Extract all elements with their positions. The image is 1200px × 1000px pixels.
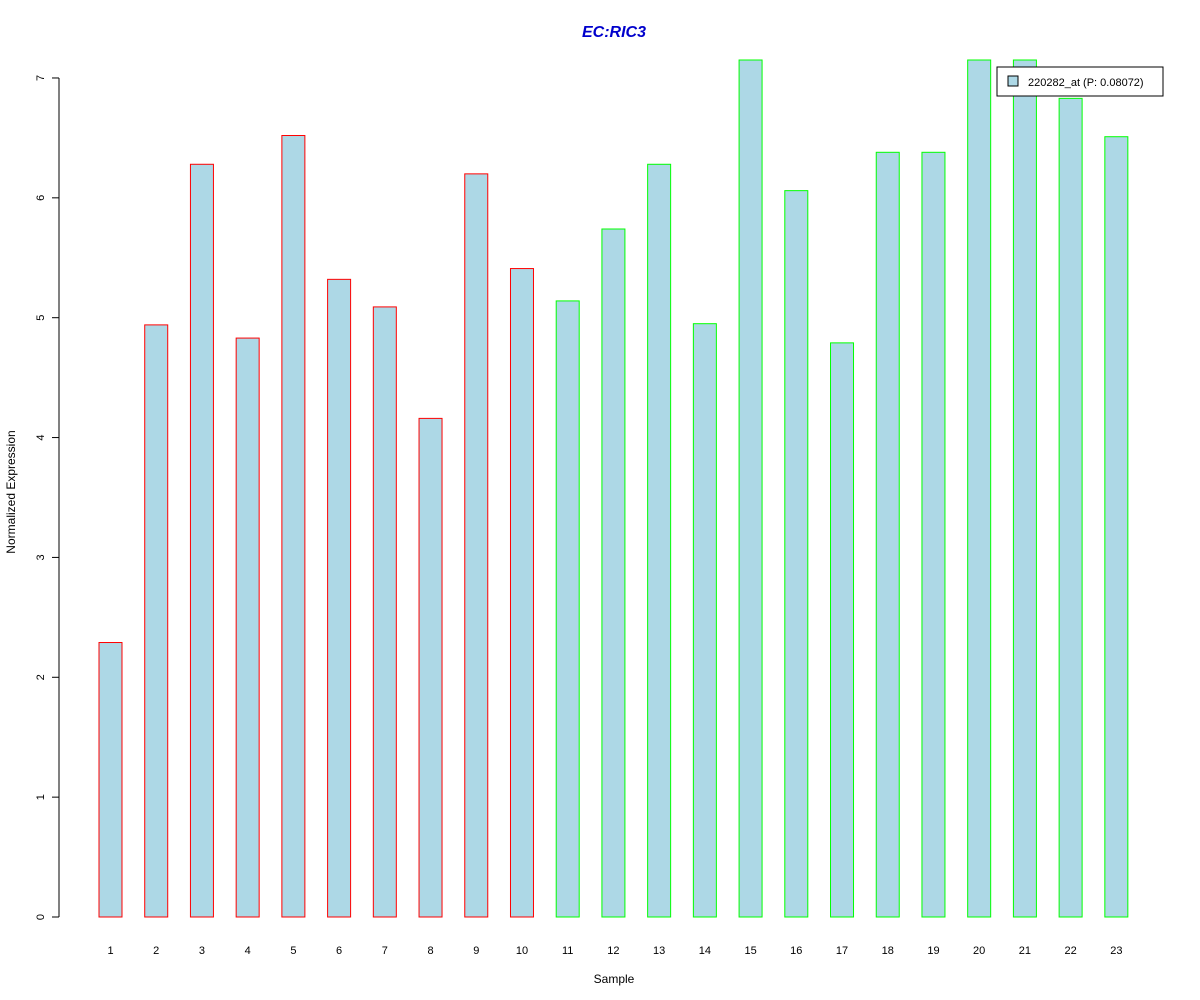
y-axis-title: Normalized Expression	[4, 430, 18, 553]
bar	[784, 190, 809, 918]
x-tick-label: 13	[653, 945, 665, 957]
bars	[98, 59, 1129, 918]
x-tick-label: 12	[607, 945, 619, 957]
bar	[464, 173, 489, 918]
bar	[830, 342, 855, 918]
legend-swatch	[1007, 75, 1019, 87]
bar	[327, 278, 352, 918]
x-tick-label: 10	[516, 945, 528, 957]
bar	[647, 163, 672, 918]
bar	[555, 300, 580, 918]
legend-entry: 220282_at (P: 0.08072)	[1028, 77, 1144, 89]
bar	[1058, 97, 1083, 918]
x-tick-labels: 1 2 3 4 5 6 7 8 9 10 11 12 13 14 15 16 17 18 19 20 21 22 23	[107, 945, 1122, 957]
bar	[509, 268, 534, 918]
y-axis: 0 1 2 3 4 5 6 7	[35, 75, 60, 920]
x-tick-label: 1	[107, 945, 113, 957]
y-tick-label: 5	[35, 315, 47, 321]
bar	[1104, 136, 1129, 918]
x-tick-label: 9	[473, 945, 479, 957]
x-tick-label: 7	[382, 945, 388, 957]
x-tick-label: 16	[790, 945, 802, 957]
bar	[189, 163, 214, 918]
bar	[738, 59, 763, 918]
bar	[281, 135, 306, 918]
legend: 220282_at (P: 0.08072)	[996, 66, 1164, 97]
x-tick-label: 2	[153, 945, 159, 957]
bar	[692, 323, 717, 918]
y-tick-label: 2	[35, 674, 47, 680]
bar	[98, 642, 123, 918]
x-tick-label: 22	[1064, 945, 1076, 957]
x-tick-label: 19	[927, 945, 939, 957]
x-tick-label: 18	[882, 945, 894, 957]
chart-title: EC:RIC3	[582, 24, 646, 41]
x-tick-label: 23	[1110, 945, 1122, 957]
x-tick-label: 21	[1019, 945, 1031, 957]
bar	[1012, 59, 1037, 918]
y-tick-label: 4	[35, 434, 47, 440]
bar	[601, 228, 626, 918]
x-tick-label: 17	[836, 945, 848, 957]
y-tick-label: 6	[35, 195, 47, 201]
bar	[235, 337, 260, 918]
y-tick-label: 7	[35, 75, 47, 81]
x-tick-label: 14	[699, 945, 711, 957]
x-tick-label: 20	[973, 945, 985, 957]
x-tick-label: 11	[562, 945, 573, 957]
y-tick-label: 1	[35, 794, 47, 800]
x-tick-label: 5	[290, 945, 296, 957]
x-tick-label: 3	[199, 945, 205, 957]
legend-box	[996, 66, 1164, 97]
bar	[144, 324, 169, 918]
bar	[372, 306, 397, 918]
bar	[921, 151, 946, 918]
bar	[418, 417, 443, 918]
x-axis-title: Sample	[594, 972, 635, 986]
x-tick-label: 8	[427, 945, 433, 957]
x-tick-label: 6	[336, 945, 342, 957]
bar	[875, 151, 900, 918]
y-tick-label: 0	[35, 914, 47, 920]
y-tick-label: 3	[35, 554, 47, 560]
x-tick-label: 15	[744, 945, 756, 957]
x-tick-label: 4	[245, 945, 251, 957]
bar	[967, 59, 992, 918]
